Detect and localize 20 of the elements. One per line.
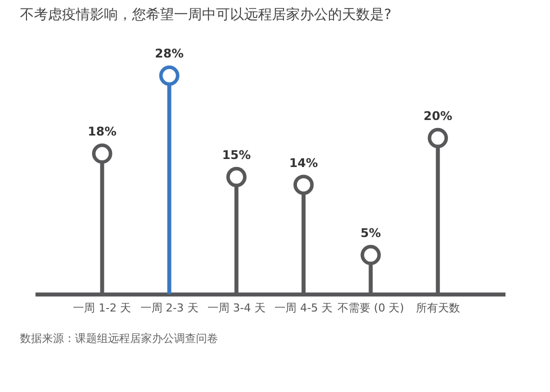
data-label: 5% [360, 226, 381, 240]
point [159, 66, 180, 86]
x-tick-label: 一周 3-4 天 [207, 302, 266, 314]
data-label: 28% [154, 46, 184, 61]
point [428, 128, 448, 148]
source-note: 数据来源：课题组远程居家办公调查问卷 [20, 332, 218, 345]
point [293, 174, 314, 195]
point [92, 144, 112, 164]
data-label: 18% [88, 124, 117, 139]
x-tick-label: 一周 1-2 天 [73, 302, 132, 314]
data-label: 14% [289, 156, 318, 170]
x-tick-label: 不需要 (0 天) [337, 302, 404, 314]
x-tick-label: 所有天数 [416, 302, 460, 314]
data-label: 20% [423, 109, 452, 124]
x-tick-label: 一周 2-3 天 [140, 302, 198, 314]
x-tick-label: 一周 4-5 天 [274, 302, 333, 314]
data-label: 15% [222, 148, 251, 162]
chart-title: 不考虑疫情影响，您希望一周中可以远程居家办公的天数是? [20, 7, 392, 23]
point [360, 244, 381, 266]
point [226, 166, 247, 188]
